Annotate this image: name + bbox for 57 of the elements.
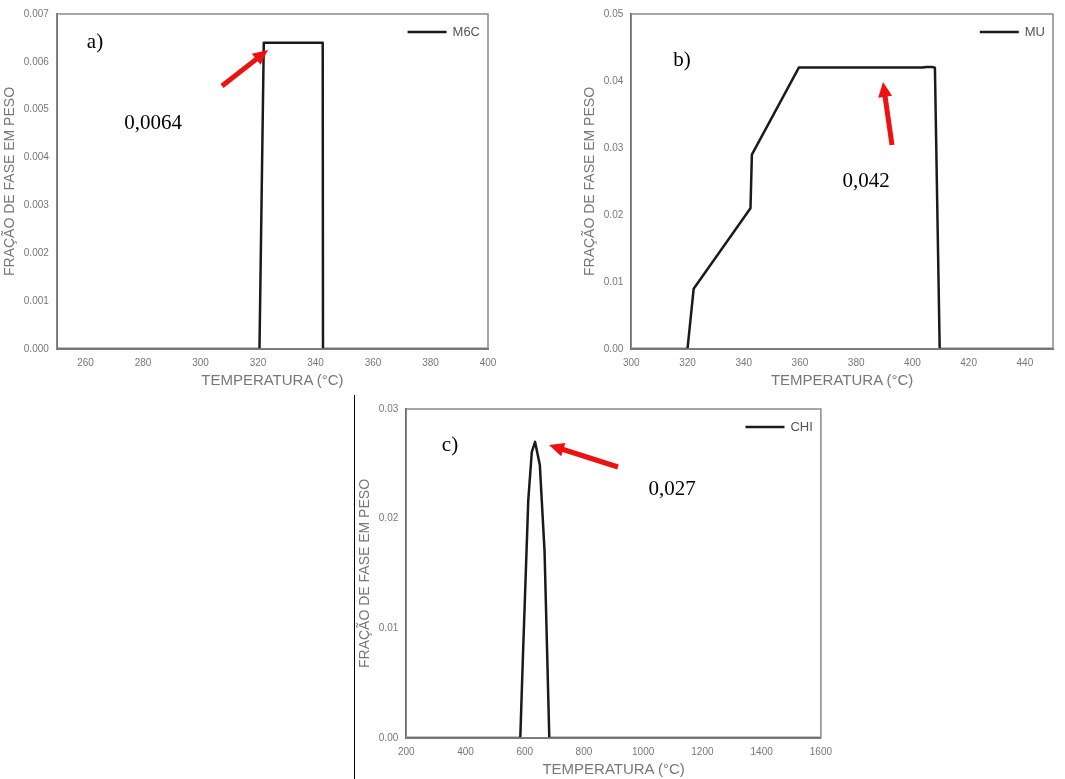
x-tick-label: 400 <box>904 356 922 368</box>
x-tick-label: 1400 <box>750 745 774 757</box>
y-tick-label: 0.00 <box>378 731 399 743</box>
y-tick-label: 0.004 <box>23 151 50 163</box>
annotation: 0,0064 <box>124 109 183 134</box>
annotation: b) <box>673 46 691 71</box>
y-tick-label: 0.05 <box>603 7 624 19</box>
x-tick-label: 360 <box>791 356 809 368</box>
x-tick-label: 340 <box>735 356 753 368</box>
x-tick-label: 380 <box>422 356 440 368</box>
legend-label: MU <box>1024 23 1045 39</box>
x-tick-label: 320 <box>249 356 267 368</box>
y-axis-title: FRAÇÃO DE FASE EM PESO <box>581 86 598 277</box>
x-tick-label: 260 <box>77 356 95 368</box>
y-tick-label: 0.003 <box>23 199 50 211</box>
x-tick-label: 400 <box>479 356 497 368</box>
y-tick-label: 0.002 <box>23 247 50 259</box>
x-tick-label: 280 <box>134 356 152 368</box>
x-tick-label: 300 <box>192 356 210 368</box>
y-tick-label: 0.03 <box>378 402 399 414</box>
x-axis-title: TEMPERATURA (°C) <box>542 760 685 778</box>
annotation: c) <box>441 431 459 456</box>
annotation: a) <box>86 28 104 53</box>
x-tick-label: 600 <box>516 745 534 757</box>
x-tick-label: 440 <box>1016 356 1034 368</box>
x-tick-label: 1200 <box>691 745 714 757</box>
annotation: 0,042 <box>842 167 890 192</box>
x-tick-label: 420 <box>960 356 978 368</box>
y-tick-label: 0.001 <box>23 294 50 306</box>
x-axis-title: TEMPERATURA (°C) <box>201 371 344 389</box>
y-tick-label: 0.00 <box>603 342 624 354</box>
x-tick-label: 320 <box>679 356 697 368</box>
y-axis-title: FRAÇÃO DE FASE EM PESO <box>1 86 18 277</box>
x-tick-label: 1000 <box>632 745 655 757</box>
y-tick-label: 0.04 <box>603 74 624 86</box>
y-axis-title: FRAÇÃO DE FASE EM PESO <box>356 478 373 669</box>
y-tick-label: 0.006 <box>23 55 50 67</box>
y-tick-label: 0.01 <box>603 275 624 287</box>
legend-label: M6C <box>452 23 480 39</box>
x-tick-label: 400 <box>457 745 475 757</box>
x-tick-label: 380 <box>847 356 865 368</box>
y-tick-label: 0.02 <box>378 512 399 524</box>
y-tick-label: 0.007 <box>23 7 50 19</box>
x-tick-label: 200 <box>397 745 416 757</box>
legend-label: CHI <box>790 418 813 434</box>
annotation: 0,027 <box>648 475 696 500</box>
x-tick-label: 1600 <box>809 745 833 757</box>
x-tick-label: 800 <box>575 745 593 757</box>
x-axis-title: TEMPERATURA (°C) <box>770 371 914 389</box>
y-tick-label: 0.01 <box>378 622 399 634</box>
y-tick-label: 0.02 <box>603 208 624 220</box>
y-tick-label: 0.03 <box>603 141 624 153</box>
x-tick-label: 360 <box>364 356 382 368</box>
y-tick-label: 0.005 <box>23 103 50 115</box>
y-tick-label: 0.000 <box>23 342 50 354</box>
x-tick-label: 300 <box>622 356 641 368</box>
x-tick-label: 340 <box>307 356 325 368</box>
